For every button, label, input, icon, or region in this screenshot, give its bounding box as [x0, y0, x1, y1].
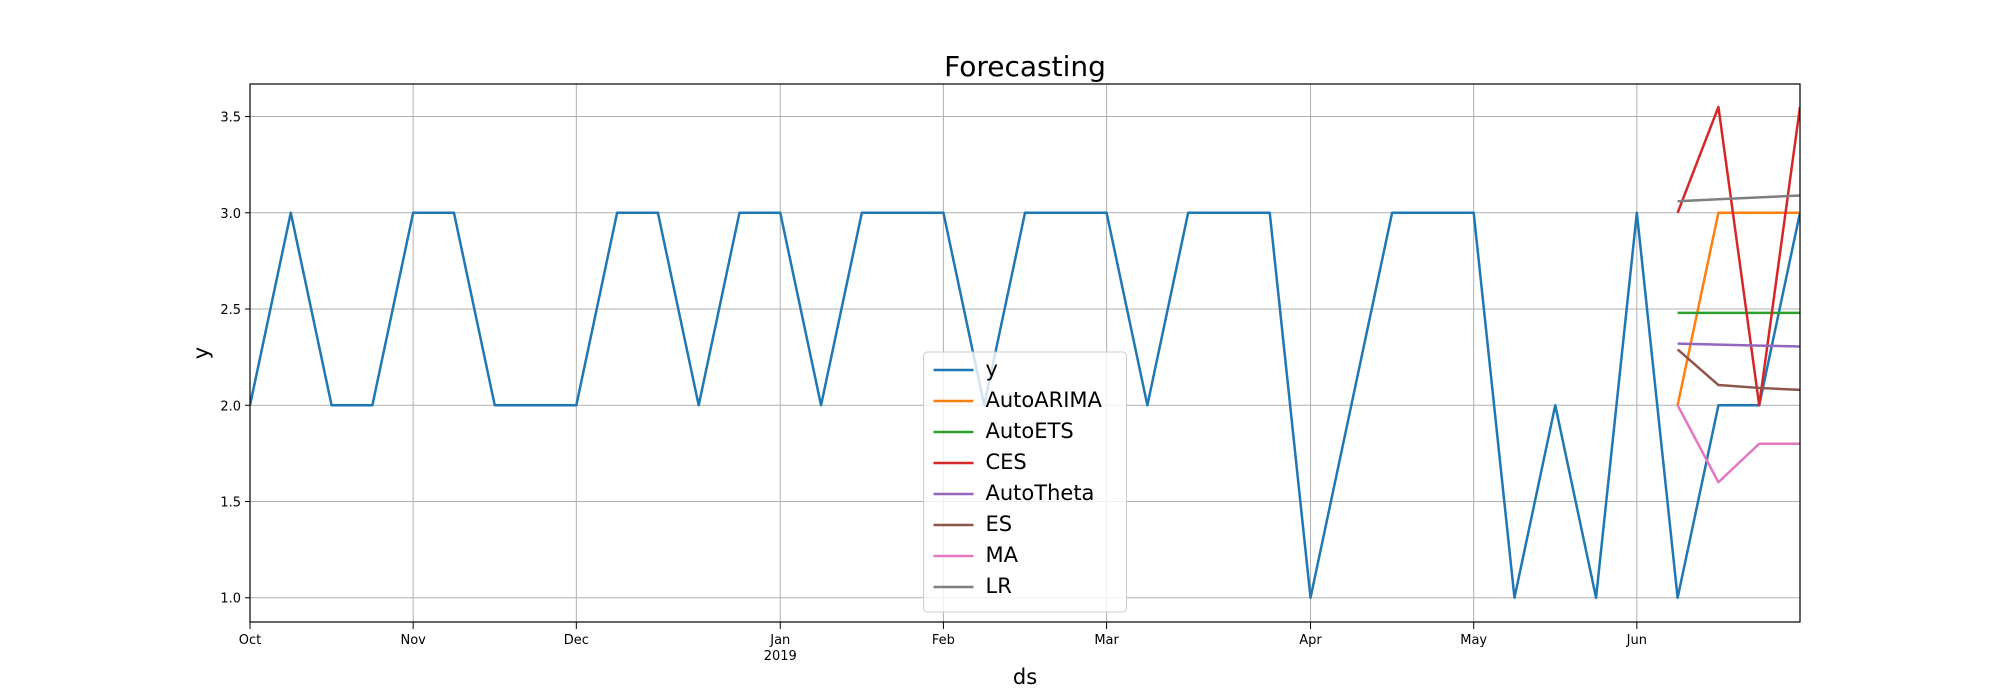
- x-tick-label: Apr: [1299, 633, 1322, 648]
- y-tick-label: 3.0: [220, 207, 241, 222]
- legend-label: LR: [986, 574, 1012, 598]
- chart-title: Forecasting: [944, 50, 1106, 83]
- y-tick-label: 2.5: [220, 303, 241, 318]
- y-tick-label: 2.0: [220, 399, 241, 414]
- x-axis-label: ds: [1013, 665, 1037, 689]
- series-line: [1676, 348, 1800, 392]
- legend-box: [923, 351, 1127, 613]
- x-tick-label: Oct: [239, 633, 261, 648]
- series-line: [1676, 211, 1800, 406]
- x-tick-label: Jan 2019: [764, 633, 797, 664]
- legend-label: MA: [986, 543, 1019, 567]
- y-tick-label: 3.5: [220, 111, 241, 126]
- series-line: [250, 211, 1800, 599]
- legend-label: AutoTheta: [986, 481, 1095, 505]
- x-tick-label: Mar: [1094, 633, 1119, 648]
- series-line: [1676, 105, 1800, 407]
- legend-label: ES: [986, 512, 1013, 536]
- x-tick-label: Nov: [400, 633, 426, 648]
- y-axis-label: y: [189, 347, 213, 359]
- y-tick-label: 1.5: [220, 496, 241, 511]
- series-line: [1677, 194, 1800, 203]
- series-line: [1677, 342, 1800, 348]
- legend-label: AutoETS: [986, 419, 1074, 443]
- axes-frame: [249, 83, 1801, 623]
- y-tick-label: 1.0: [220, 592, 241, 607]
- x-tick-label: Jun: [1626, 633, 1647, 648]
- x-tick-label: May: [1460, 633, 1487, 648]
- legend-label: CES: [986, 450, 1027, 474]
- series-line: [1676, 404, 1800, 484]
- legend-label: AutoARIMA: [986, 388, 1103, 412]
- x-tick-label: Dec: [564, 633, 589, 648]
- x-tick-label: Feb: [932, 633, 955, 648]
- legend-label: y: [986, 357, 998, 381]
